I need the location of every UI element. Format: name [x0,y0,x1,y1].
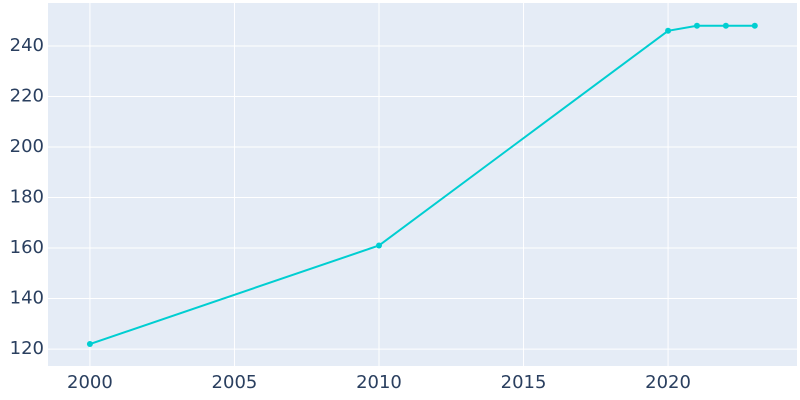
y-tick-label: 200 [10,136,44,157]
point [693,22,700,29]
x-tick-label: 2015 [501,372,547,393]
x-tick-label: 2000 [67,372,113,393]
point [86,341,93,348]
y-tick-label: 160 [10,237,44,258]
y-tick-label: 240 [10,35,44,56]
plot-area [48,3,797,366]
y-tick-label: 220 [10,85,44,106]
y-tick-label: 180 [10,187,44,208]
point [375,242,382,249]
point [665,27,672,34]
y-tick-label: 140 [10,288,44,309]
y-tick-label: 120 [10,338,44,359]
x-tick-label: 2005 [212,372,258,393]
line [89,24,755,345]
x-tick-label: 2020 [645,372,691,393]
x-tick-label: 2010 [356,372,402,393]
point [722,22,729,29]
point [751,22,758,29]
